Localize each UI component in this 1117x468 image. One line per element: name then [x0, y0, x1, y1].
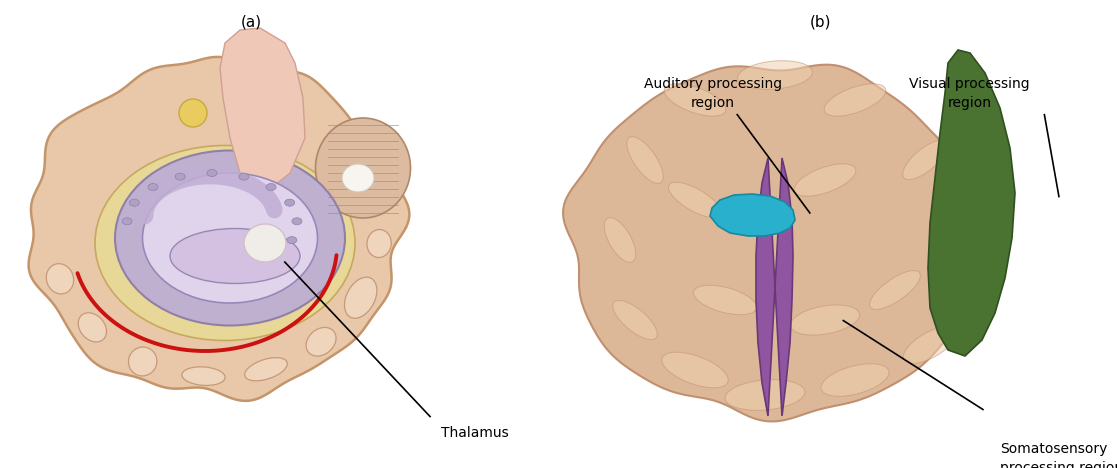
Ellipse shape [361, 169, 386, 205]
Text: Somatosensory
processing region: Somatosensory processing region [1000, 442, 1117, 468]
Ellipse shape [78, 313, 106, 342]
Polygon shape [29, 57, 409, 401]
Ellipse shape [239, 173, 249, 180]
Ellipse shape [244, 224, 286, 262]
Ellipse shape [315, 118, 411, 218]
Polygon shape [928, 50, 1015, 356]
Ellipse shape [725, 206, 795, 234]
Ellipse shape [903, 140, 947, 180]
Ellipse shape [668, 182, 722, 218]
Ellipse shape [285, 199, 295, 206]
Text: (b): (b) [810, 14, 832, 29]
Ellipse shape [604, 218, 636, 263]
Ellipse shape [342, 164, 374, 192]
Ellipse shape [824, 84, 886, 116]
Ellipse shape [147, 183, 157, 190]
Text: Visual processing
region: Visual processing region [909, 77, 1030, 110]
Ellipse shape [46, 263, 74, 294]
Ellipse shape [725, 380, 805, 410]
Ellipse shape [292, 218, 302, 225]
Ellipse shape [143, 173, 317, 303]
Ellipse shape [122, 218, 132, 225]
Polygon shape [710, 194, 795, 236]
Ellipse shape [175, 173, 185, 180]
Ellipse shape [344, 277, 376, 318]
Text: Thalamus: Thalamus [441, 426, 509, 440]
Ellipse shape [367, 229, 391, 257]
Ellipse shape [665, 84, 726, 116]
Ellipse shape [306, 328, 336, 356]
Ellipse shape [95, 146, 355, 341]
Ellipse shape [170, 228, 300, 284]
Ellipse shape [130, 199, 140, 206]
Ellipse shape [613, 300, 657, 340]
Ellipse shape [791, 305, 860, 335]
Ellipse shape [938, 219, 972, 261]
Polygon shape [220, 28, 305, 193]
Ellipse shape [904, 327, 957, 364]
Ellipse shape [245, 358, 287, 381]
Ellipse shape [737, 61, 812, 89]
Polygon shape [563, 65, 990, 421]
Ellipse shape [627, 137, 663, 183]
Ellipse shape [179, 99, 207, 127]
Text: Auditory processing
region: Auditory processing region [643, 77, 782, 110]
Ellipse shape [870, 271, 920, 309]
Ellipse shape [287, 237, 297, 244]
Ellipse shape [794, 164, 856, 196]
Ellipse shape [207, 169, 217, 176]
Ellipse shape [266, 183, 276, 190]
Ellipse shape [821, 364, 889, 396]
Text: (a): (a) [241, 14, 261, 29]
Ellipse shape [115, 151, 345, 326]
Ellipse shape [182, 367, 226, 386]
Ellipse shape [694, 285, 756, 314]
Polygon shape [756, 158, 793, 416]
Ellipse shape [661, 352, 728, 388]
Ellipse shape [128, 347, 156, 376]
